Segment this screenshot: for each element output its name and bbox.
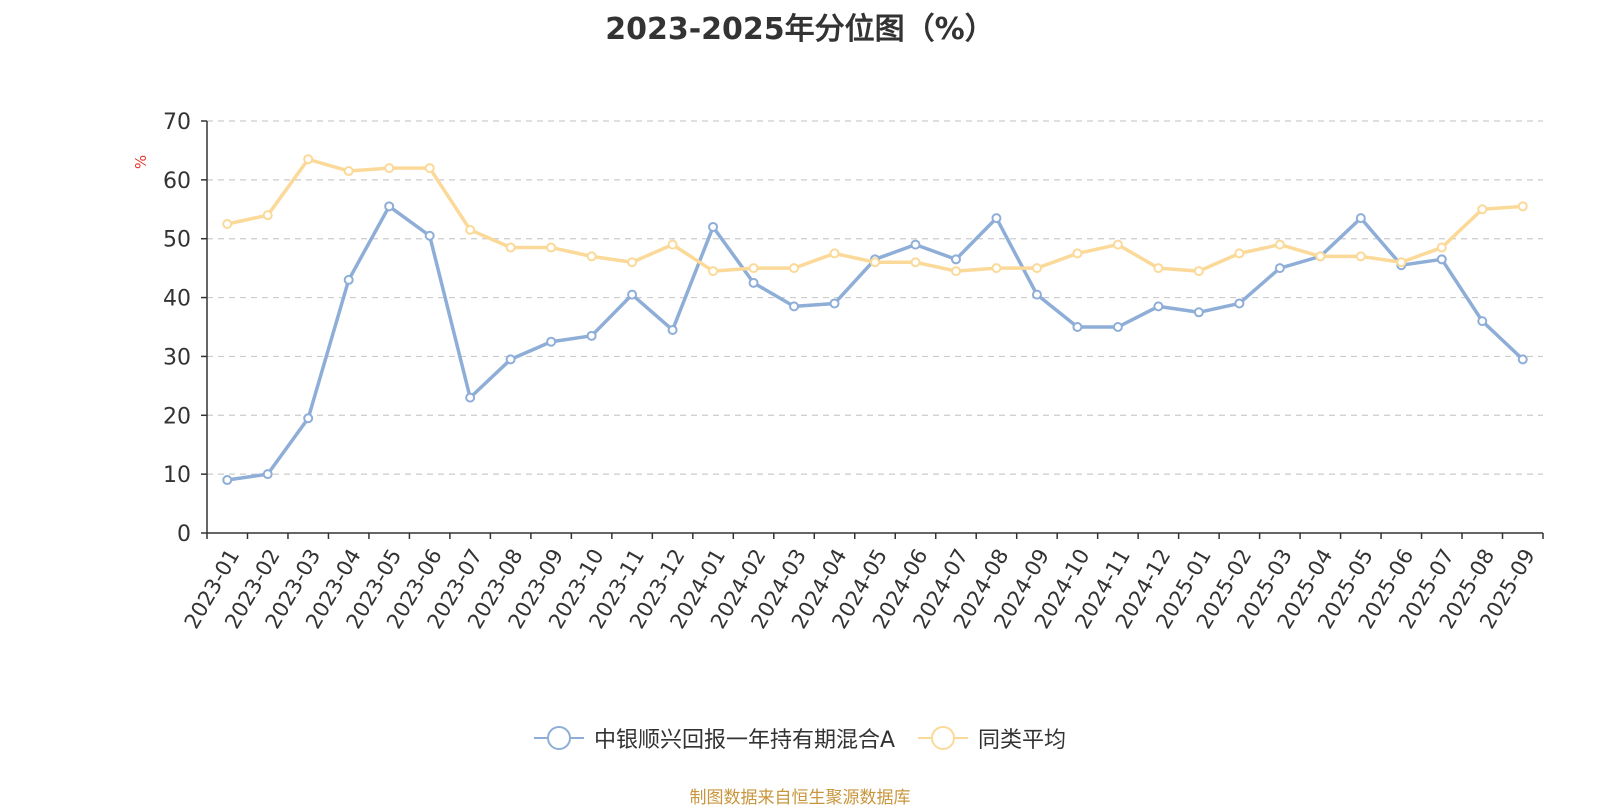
data-point[interactable] xyxy=(748,277,759,288)
grid-lines xyxy=(207,120,1543,475)
x-tick-labels: 2023-012023-022023-032023-042023-052023-… xyxy=(180,545,1540,633)
data-point[interactable] xyxy=(1396,257,1407,268)
data-point[interactable] xyxy=(222,475,233,486)
data-point[interactable] xyxy=(1355,213,1366,224)
data-point[interactable] xyxy=(424,230,435,241)
data-point[interactable] xyxy=(303,413,314,424)
data-point[interactable] xyxy=(829,298,840,309)
data-point[interactable] xyxy=(1193,266,1204,277)
data-point[interactable] xyxy=(1072,322,1083,332)
legend-marker-category-average xyxy=(918,725,969,751)
y-tick-label: 70 xyxy=(163,110,191,135)
axes xyxy=(201,120,1544,539)
data-point[interactable] xyxy=(748,263,759,274)
data-point[interactable] xyxy=(303,154,314,165)
data-point[interactable] xyxy=(1436,254,1447,265)
data-point[interactable] xyxy=(991,213,1002,224)
y-tick-label: 50 xyxy=(163,228,191,253)
data-point[interactable] xyxy=(870,257,880,268)
data-point[interactable] xyxy=(1355,251,1366,262)
data-point[interactable] xyxy=(910,239,921,250)
series xyxy=(222,154,1528,486)
data-point[interactable] xyxy=(1072,248,1083,259)
data-point[interactable] xyxy=(1477,316,1488,327)
data-point[interactable] xyxy=(1436,242,1447,253)
data-point[interactable] xyxy=(505,354,516,365)
data-point[interactable] xyxy=(465,224,476,235)
data-point[interactable] xyxy=(1031,263,1042,274)
y-tick-label: 0 xyxy=(177,522,191,547)
data-point[interactable] xyxy=(1193,307,1204,318)
data-point[interactable] xyxy=(1517,201,1528,212)
data-point[interactable] xyxy=(789,263,800,274)
legend-item-category-average[interactable]: 同类平均 xyxy=(918,722,1066,754)
data-point[interactable] xyxy=(667,324,678,335)
data-point[interactable] xyxy=(1315,251,1326,262)
data-point[interactable] xyxy=(1153,263,1164,274)
data-point[interactable] xyxy=(343,274,354,285)
legend-marker-fund xyxy=(533,725,584,751)
data-point[interactable] xyxy=(991,263,1002,274)
data-point[interactable] xyxy=(465,392,476,403)
legend-item-fund[interactable]: 中银顺兴回报一年持有期混合A xyxy=(533,722,896,754)
data-point[interactable] xyxy=(1112,239,1123,250)
data-point[interactable] xyxy=(627,257,638,268)
y-tick-label: 30 xyxy=(163,345,191,370)
data-point[interactable] xyxy=(829,248,840,259)
data-point[interactable] xyxy=(950,266,961,277)
y-tick-labels: 0 10 20 30 40 50 60 70 xyxy=(163,110,191,547)
data-point[interactable] xyxy=(384,201,395,212)
series-line xyxy=(226,204,1524,482)
chart-title: 2023-2025年分位图（%） xyxy=(605,12,995,47)
data-point[interactable] xyxy=(627,289,638,300)
data-point[interactable] xyxy=(586,251,597,262)
data-point[interactable] xyxy=(910,257,921,268)
y-tick-label: 40 xyxy=(163,287,191,312)
series-line xyxy=(226,157,1523,273)
y-tick-label: 60 xyxy=(163,169,191,194)
data-point[interactable] xyxy=(505,242,516,253)
data-point[interactable] xyxy=(789,301,800,312)
data-point[interactable] xyxy=(546,336,557,347)
data-point[interactable] xyxy=(667,239,678,250)
data-point[interactable] xyxy=(343,166,354,177)
data-point[interactable] xyxy=(262,210,273,221)
data-point[interactable] xyxy=(1477,204,1488,215)
data-point[interactable] xyxy=(1031,289,1042,300)
data-point[interactable] xyxy=(262,469,273,480)
y-tick-label: 10 xyxy=(163,463,191,488)
data-point[interactable] xyxy=(424,163,435,174)
series-category-average xyxy=(222,154,1528,277)
source-note: 制图数据来自恒生聚源数据库 xyxy=(689,788,911,808)
data-point[interactable] xyxy=(1234,248,1245,259)
legend: 中银顺兴回报一年持有期混合A 同类平均 xyxy=(0,722,1600,757)
data-point[interactable] xyxy=(586,330,597,341)
data-point[interactable] xyxy=(1112,322,1123,332)
series-fund xyxy=(222,201,1528,486)
data-point[interactable] xyxy=(1274,239,1285,250)
y-tick-label: 20 xyxy=(163,404,191,429)
data-point[interactable] xyxy=(708,221,719,232)
data-point[interactable] xyxy=(384,163,395,174)
data-point[interactable] xyxy=(546,242,557,253)
data-point[interactable] xyxy=(1153,301,1164,312)
legend-label-category-average: 同类平均 xyxy=(978,728,1067,753)
data-point[interactable] xyxy=(1517,354,1528,365)
data-point[interactable] xyxy=(1234,298,1245,309)
data-point[interactable] xyxy=(222,219,233,229)
data-point[interactable] xyxy=(708,266,719,277)
data-point[interactable] xyxy=(1274,263,1285,274)
legend-label-fund: 中银顺兴回报一年持有期混合A xyxy=(593,728,896,753)
y-axis-unit-label: % xyxy=(132,155,150,169)
data-point[interactable] xyxy=(950,254,961,265)
